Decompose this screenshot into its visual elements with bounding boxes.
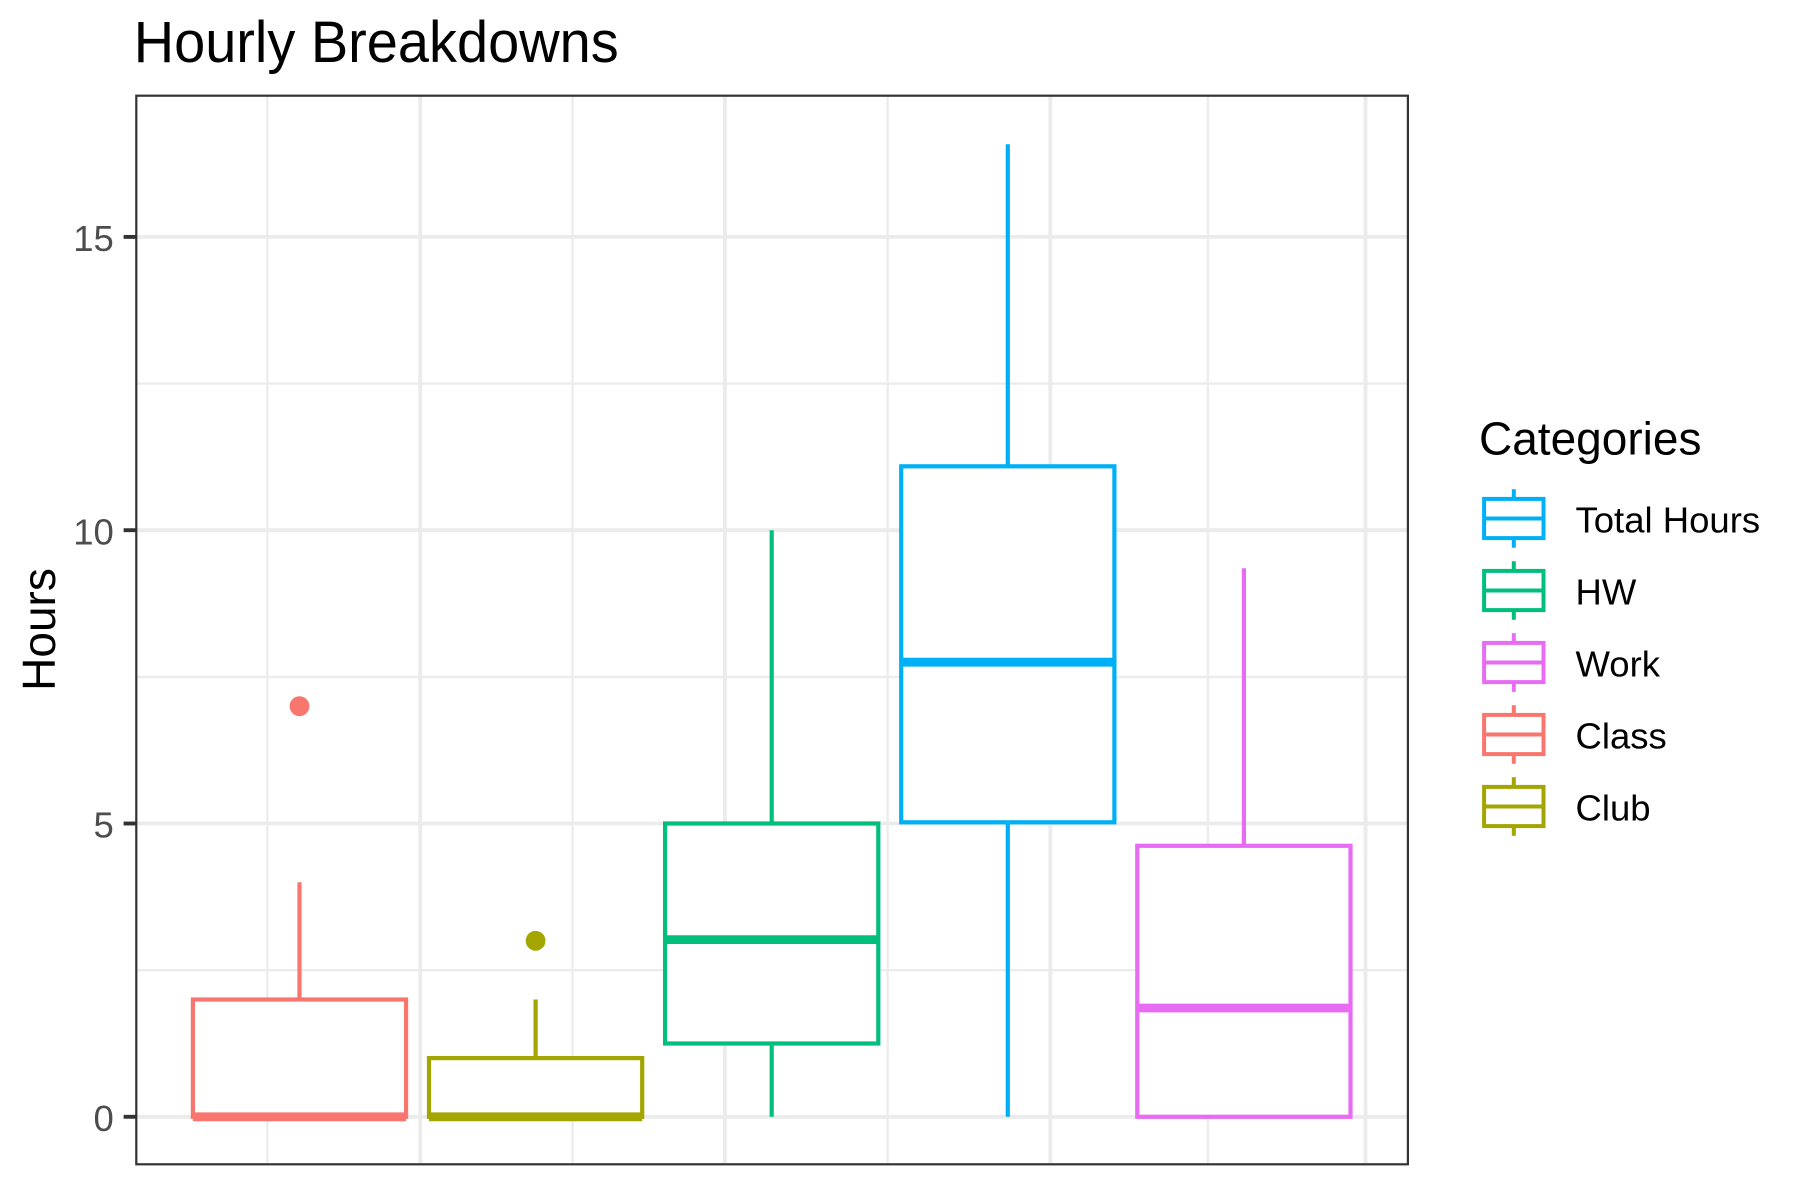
svg-text:Total Hours: Total Hours [1576,499,1761,540]
svg-text:Hourly Breakdowns: Hourly Breakdowns [134,10,619,75]
svg-text:0: 0 [93,1098,113,1139]
svg-text:10: 10 [73,511,114,552]
svg-text:Categories: Categories [1479,413,1701,465]
svg-text:5: 5 [93,805,113,846]
svg-text:Hours: Hours [13,568,65,691]
svg-text:Class: Class [1576,715,1667,756]
svg-text:Club: Club [1576,787,1651,828]
svg-text:HW: HW [1576,571,1637,612]
svg-text:Work: Work [1576,643,1661,684]
svg-text:15: 15 [73,218,114,259]
